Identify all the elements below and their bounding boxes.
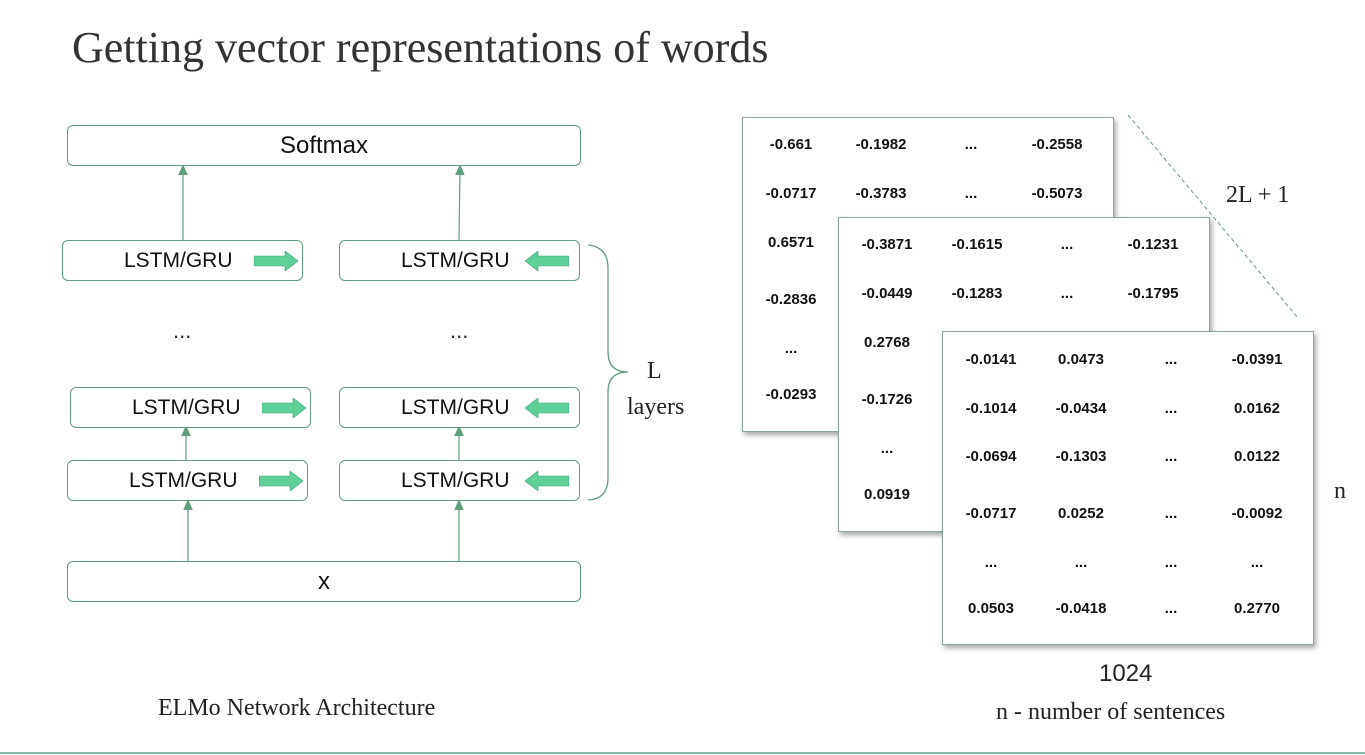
matrix-cell: ... — [965, 185, 978, 202]
matrix-cell: 0.0162 — [1234, 400, 1280, 417]
ellipsis-backward: ... — [450, 318, 468, 344]
matrix-cell: -0.3871 — [862, 236, 913, 253]
matrix-cell: -0.1231 — [1128, 236, 1179, 253]
matrix-cell: -0.0391 — [1232, 351, 1283, 368]
matrix-cell: ... — [1075, 554, 1088, 571]
matrix-cell: -0.2836 — [766, 291, 817, 308]
lstm-cell-label: LSTM/GRU — [129, 469, 238, 493]
matrix-cell: -0.0141 — [966, 351, 1017, 368]
footer-divider — [0, 752, 1365, 754]
lstm-cell-label: LSTM/GRU — [132, 396, 241, 420]
matrix-cell: -0.3783 — [856, 185, 907, 202]
matrix-cell: -0.1014 — [966, 400, 1017, 417]
lstm-cell-backward-top: LSTM/GRU — [339, 240, 580, 281]
left-arrow-icon — [525, 398, 569, 418]
matrix-cell: ... — [1251, 554, 1264, 571]
matrix-cell: ... — [985, 554, 998, 571]
softmax-box: Softmax — [67, 125, 581, 166]
matrix-cell: -0.0092 — [1232, 505, 1283, 522]
matrix-cell: ... — [1165, 351, 1178, 368]
input-box: x — [67, 561, 581, 602]
matrix-cell: -0.0293 — [766, 386, 817, 403]
cols-label: 1024 — [1099, 660, 1152, 688]
matrix-cell: -0.1726 — [862, 391, 913, 408]
lstm-cell-forward-top: LSTM/GRU — [62, 240, 303, 281]
matrix-cell: ... — [785, 340, 798, 357]
matrix-cell: ... — [1165, 600, 1178, 617]
lstm-cell-forward-2: LSTM/GRU — [70, 387, 311, 428]
matrix-cell: ... — [1061, 285, 1074, 302]
matrix-cell: ... — [1165, 400, 1178, 417]
left-arrow-icon — [525, 471, 569, 491]
matrix-cell: -0.1283 — [952, 285, 1003, 302]
lstm-cell-backward-1: LSTM/GRU — [339, 460, 580, 501]
matrix-cell: 0.2768 — [864, 334, 910, 351]
left-arrow-icon — [525, 251, 569, 271]
matrix-cell: -0.1982 — [856, 136, 907, 153]
matrix-cell: ... — [1165, 505, 1178, 522]
matrix-cell: -0.5073 — [1032, 185, 1083, 202]
matrix-cell: ... — [1165, 448, 1178, 465]
matrix-cell: 0.0252 — [1058, 505, 1104, 522]
matrix-cell: -0.1615 — [952, 236, 1003, 253]
matrix-cell: ... — [965, 136, 978, 153]
layers-label-text: layers — [627, 394, 684, 421]
matrix-cell: 0.0503 — [968, 600, 1014, 617]
network-caption: ELMo Network Architecture — [158, 695, 435, 722]
right-arrow-icon — [259, 471, 303, 491]
rows-label: n — [1334, 478, 1346, 505]
ellipsis-forward: ... — [173, 318, 191, 344]
matrix-cell: ... — [1165, 554, 1178, 571]
lstm-cell-label: LSTM/GRU — [401, 396, 510, 420]
lstm-cell-backward-2: LSTM/GRU — [339, 387, 580, 428]
matrix-cell: -0.0717 — [966, 505, 1017, 522]
matrix-cell: -0.661 — [770, 136, 813, 153]
matrix-cell: ... — [1061, 236, 1074, 253]
depth-label: 2L + 1 — [1226, 182, 1289, 209]
matrix-cell: 0.0122 — [1234, 448, 1280, 465]
lstm-cell-forward-1: LSTM/GRU — [67, 460, 308, 501]
arrow-up-line — [459, 169, 460, 240]
matrix-cell: -0.0717 — [766, 185, 817, 202]
layers-label-l: L — [647, 358, 662, 385]
matrix-cell: 0.0919 — [864, 486, 910, 503]
matrix-cell: -0.0449 — [862, 285, 913, 302]
matrix-front: -0.0141 0.0473... -0.0391 -0.1014 -0.0434...… — [942, 331, 1314, 645]
lstm-cell-label: LSTM/GRU — [401, 249, 510, 273]
right-arrow-icon — [262, 398, 306, 418]
matrix-cell: -0.0694 — [966, 448, 1017, 465]
matrix-cell: -0.0418 — [1056, 600, 1107, 617]
matrix-cell: -0.1795 — [1128, 285, 1179, 302]
matrices-caption: n - number of sentences — [996, 699, 1225, 726]
matrix-cell: 0.6571 — [768, 234, 814, 251]
matrix-cell: -0.1303 — [1056, 448, 1107, 465]
input-label: x — [318, 568, 330, 596]
matrix-cell: 0.2770 — [1234, 600, 1280, 617]
matrix-cell: -0.0434 — [1056, 400, 1107, 417]
matrix-cell: ... — [881, 440, 894, 457]
matrix-cell: -0.2558 — [1032, 136, 1083, 153]
softmax-label: Softmax — [280, 132, 368, 160]
layers-brace — [588, 245, 628, 500]
right-arrow-icon — [254, 251, 298, 271]
lstm-cell-label: LSTM/GRU — [401, 469, 510, 493]
lstm-cell-label: LSTM/GRU — [124, 249, 233, 273]
matrix-cell: 0.0473 — [1058, 351, 1104, 368]
